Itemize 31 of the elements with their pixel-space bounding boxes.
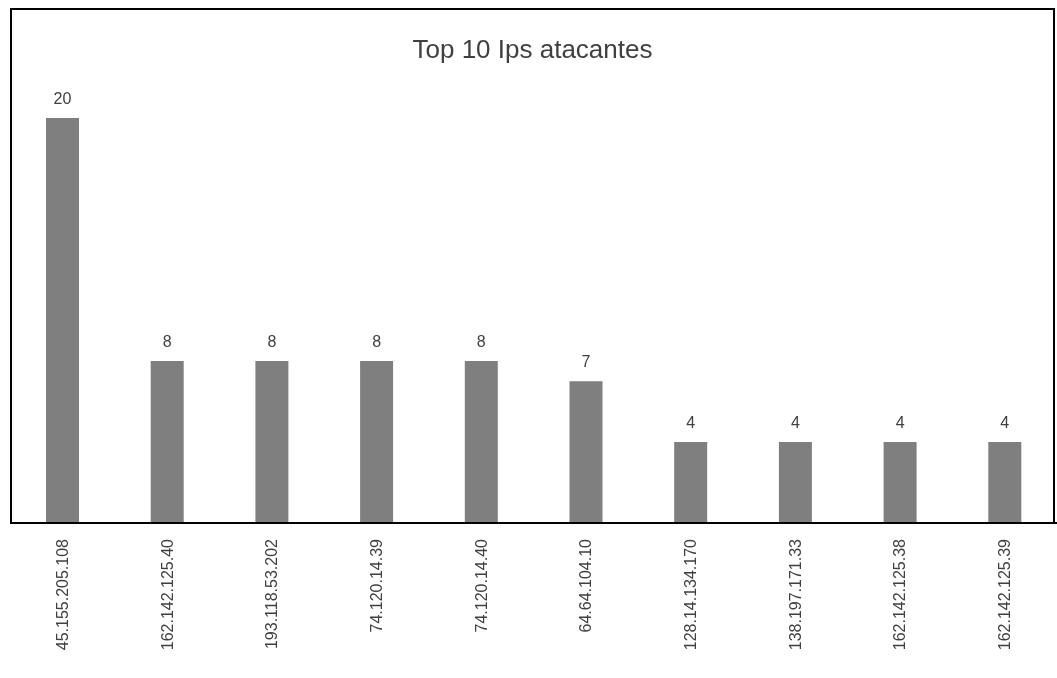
bar xyxy=(988,442,1022,523)
data-label: 8 xyxy=(267,333,277,350)
data-label: 7 xyxy=(581,353,591,371)
x-tick-label: 74.120.14.39 xyxy=(367,538,385,633)
bar xyxy=(674,442,708,523)
bar xyxy=(360,361,394,523)
data-label: 8 xyxy=(476,333,486,350)
bar xyxy=(150,361,184,523)
x-tick-label: 162.142.125.40 xyxy=(158,538,176,651)
x-tick-label: 64.64.104.10 xyxy=(577,538,595,633)
x-tick-label: 45.155.205.108 xyxy=(53,538,71,651)
bar xyxy=(46,118,79,523)
data-label: 4 xyxy=(895,414,905,431)
data-label: 4 xyxy=(686,414,696,431)
x-tick-label: 74.120.14.40 xyxy=(472,538,490,633)
bar xyxy=(883,442,917,523)
bar xyxy=(464,361,498,523)
bar xyxy=(569,381,603,523)
bar xyxy=(778,442,812,523)
chart-title: Top 10 Ips atacantes xyxy=(411,34,654,65)
data-label: 4 xyxy=(790,414,800,431)
x-tick-label: 162.142.125.39 xyxy=(996,538,1014,651)
data-label: 8 xyxy=(372,333,382,350)
data-label: 4 xyxy=(1000,414,1010,431)
x-tick-label: 193.118.53.202 xyxy=(263,538,281,650)
bar xyxy=(255,361,289,523)
x-tick-label: 138.197.171.33 xyxy=(786,538,804,651)
x-tick-label: 128.14.134.170 xyxy=(682,538,700,651)
x-tick-label: 162.142.125.38 xyxy=(891,538,909,651)
data-label: 20 xyxy=(53,90,72,107)
data-label: 8 xyxy=(162,333,172,350)
